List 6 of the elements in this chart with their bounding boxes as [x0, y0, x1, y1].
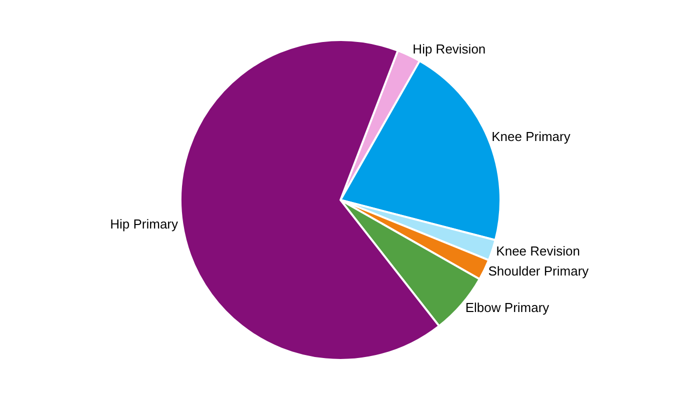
slice-label: Knee Revision	[496, 243, 580, 258]
slice-label: Elbow Primary	[465, 300, 550, 316]
slice-label: Knee Primary	[492, 129, 571, 144]
slice-label: Hip Primary	[110, 216, 179, 232]
slice-label: Shoulder Primary	[488, 264, 590, 279]
slice-label: Hip Revision	[412, 42, 486, 57]
